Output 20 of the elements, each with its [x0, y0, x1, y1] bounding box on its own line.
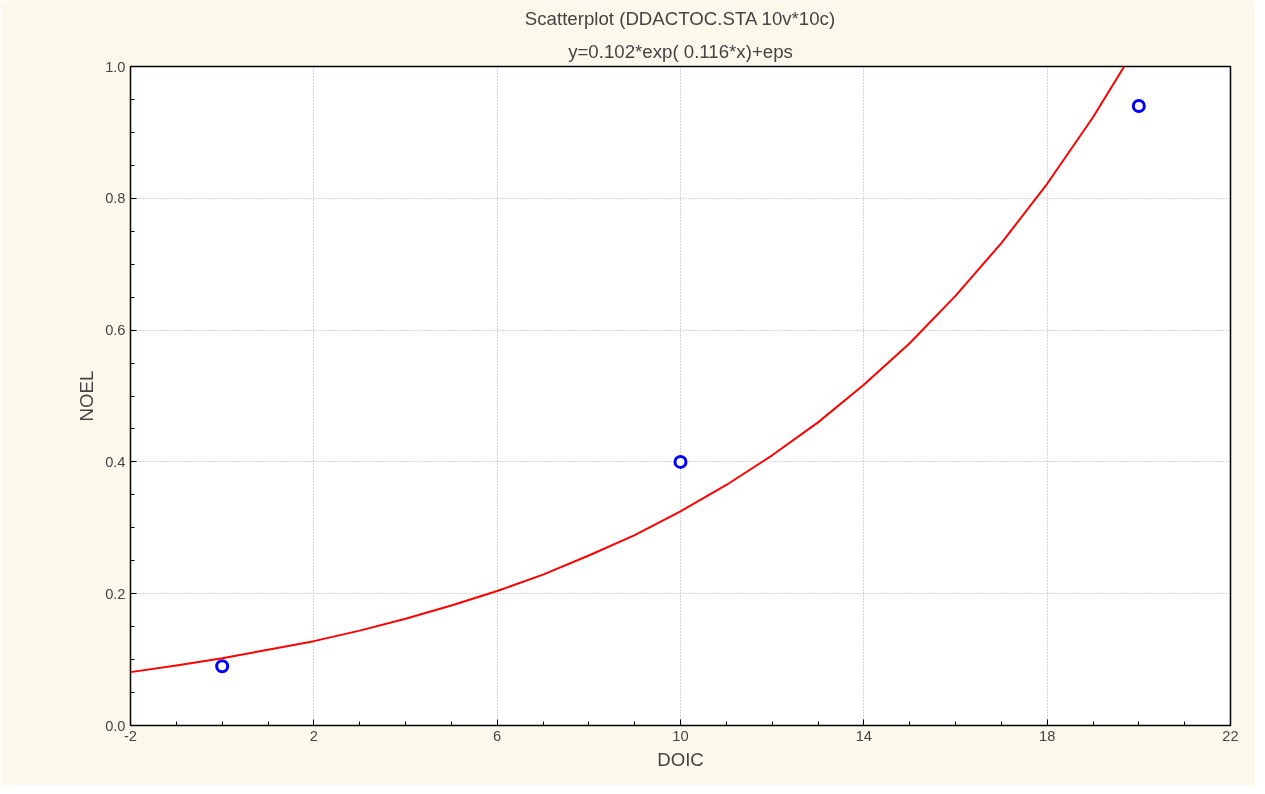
x-tick-label: 10 — [672, 727, 689, 744]
y-tick-label: 0.6 — [105, 322, 126, 339]
y-tick-label: 0.0 — [105, 717, 126, 734]
y-tick-label: 1.0 — [105, 58, 126, 75]
point — [673, 454, 688, 469]
y-tick-label: 0.4 — [105, 453, 126, 470]
x-tick-label: 6 — [493, 727, 502, 744]
y-axis-title: NOEL — [76, 370, 98, 422]
x-tick-label: 18 — [1039, 727, 1056, 744]
point — [1131, 99, 1146, 114]
x-tick-label: 22 — [1222, 727, 1239, 744]
chart-subtitle: y=0.102*exp( 0.116*x)+eps — [568, 40, 793, 62]
y-tick-label: 0.2 — [105, 585, 126, 602]
point — [215, 659, 230, 674]
x-axis-title: DOIC — [657, 748, 704, 770]
y-tick-label: 0.8 — [105, 190, 126, 207]
chart-title: Scatterplot (DDACTOC.STA 10v*10c) — [524, 7, 836, 29]
line-series — [130, 66, 1126, 674]
x-tick-label: 2 — [309, 727, 318, 744]
x-tick-label: 14 — [855, 727, 872, 744]
